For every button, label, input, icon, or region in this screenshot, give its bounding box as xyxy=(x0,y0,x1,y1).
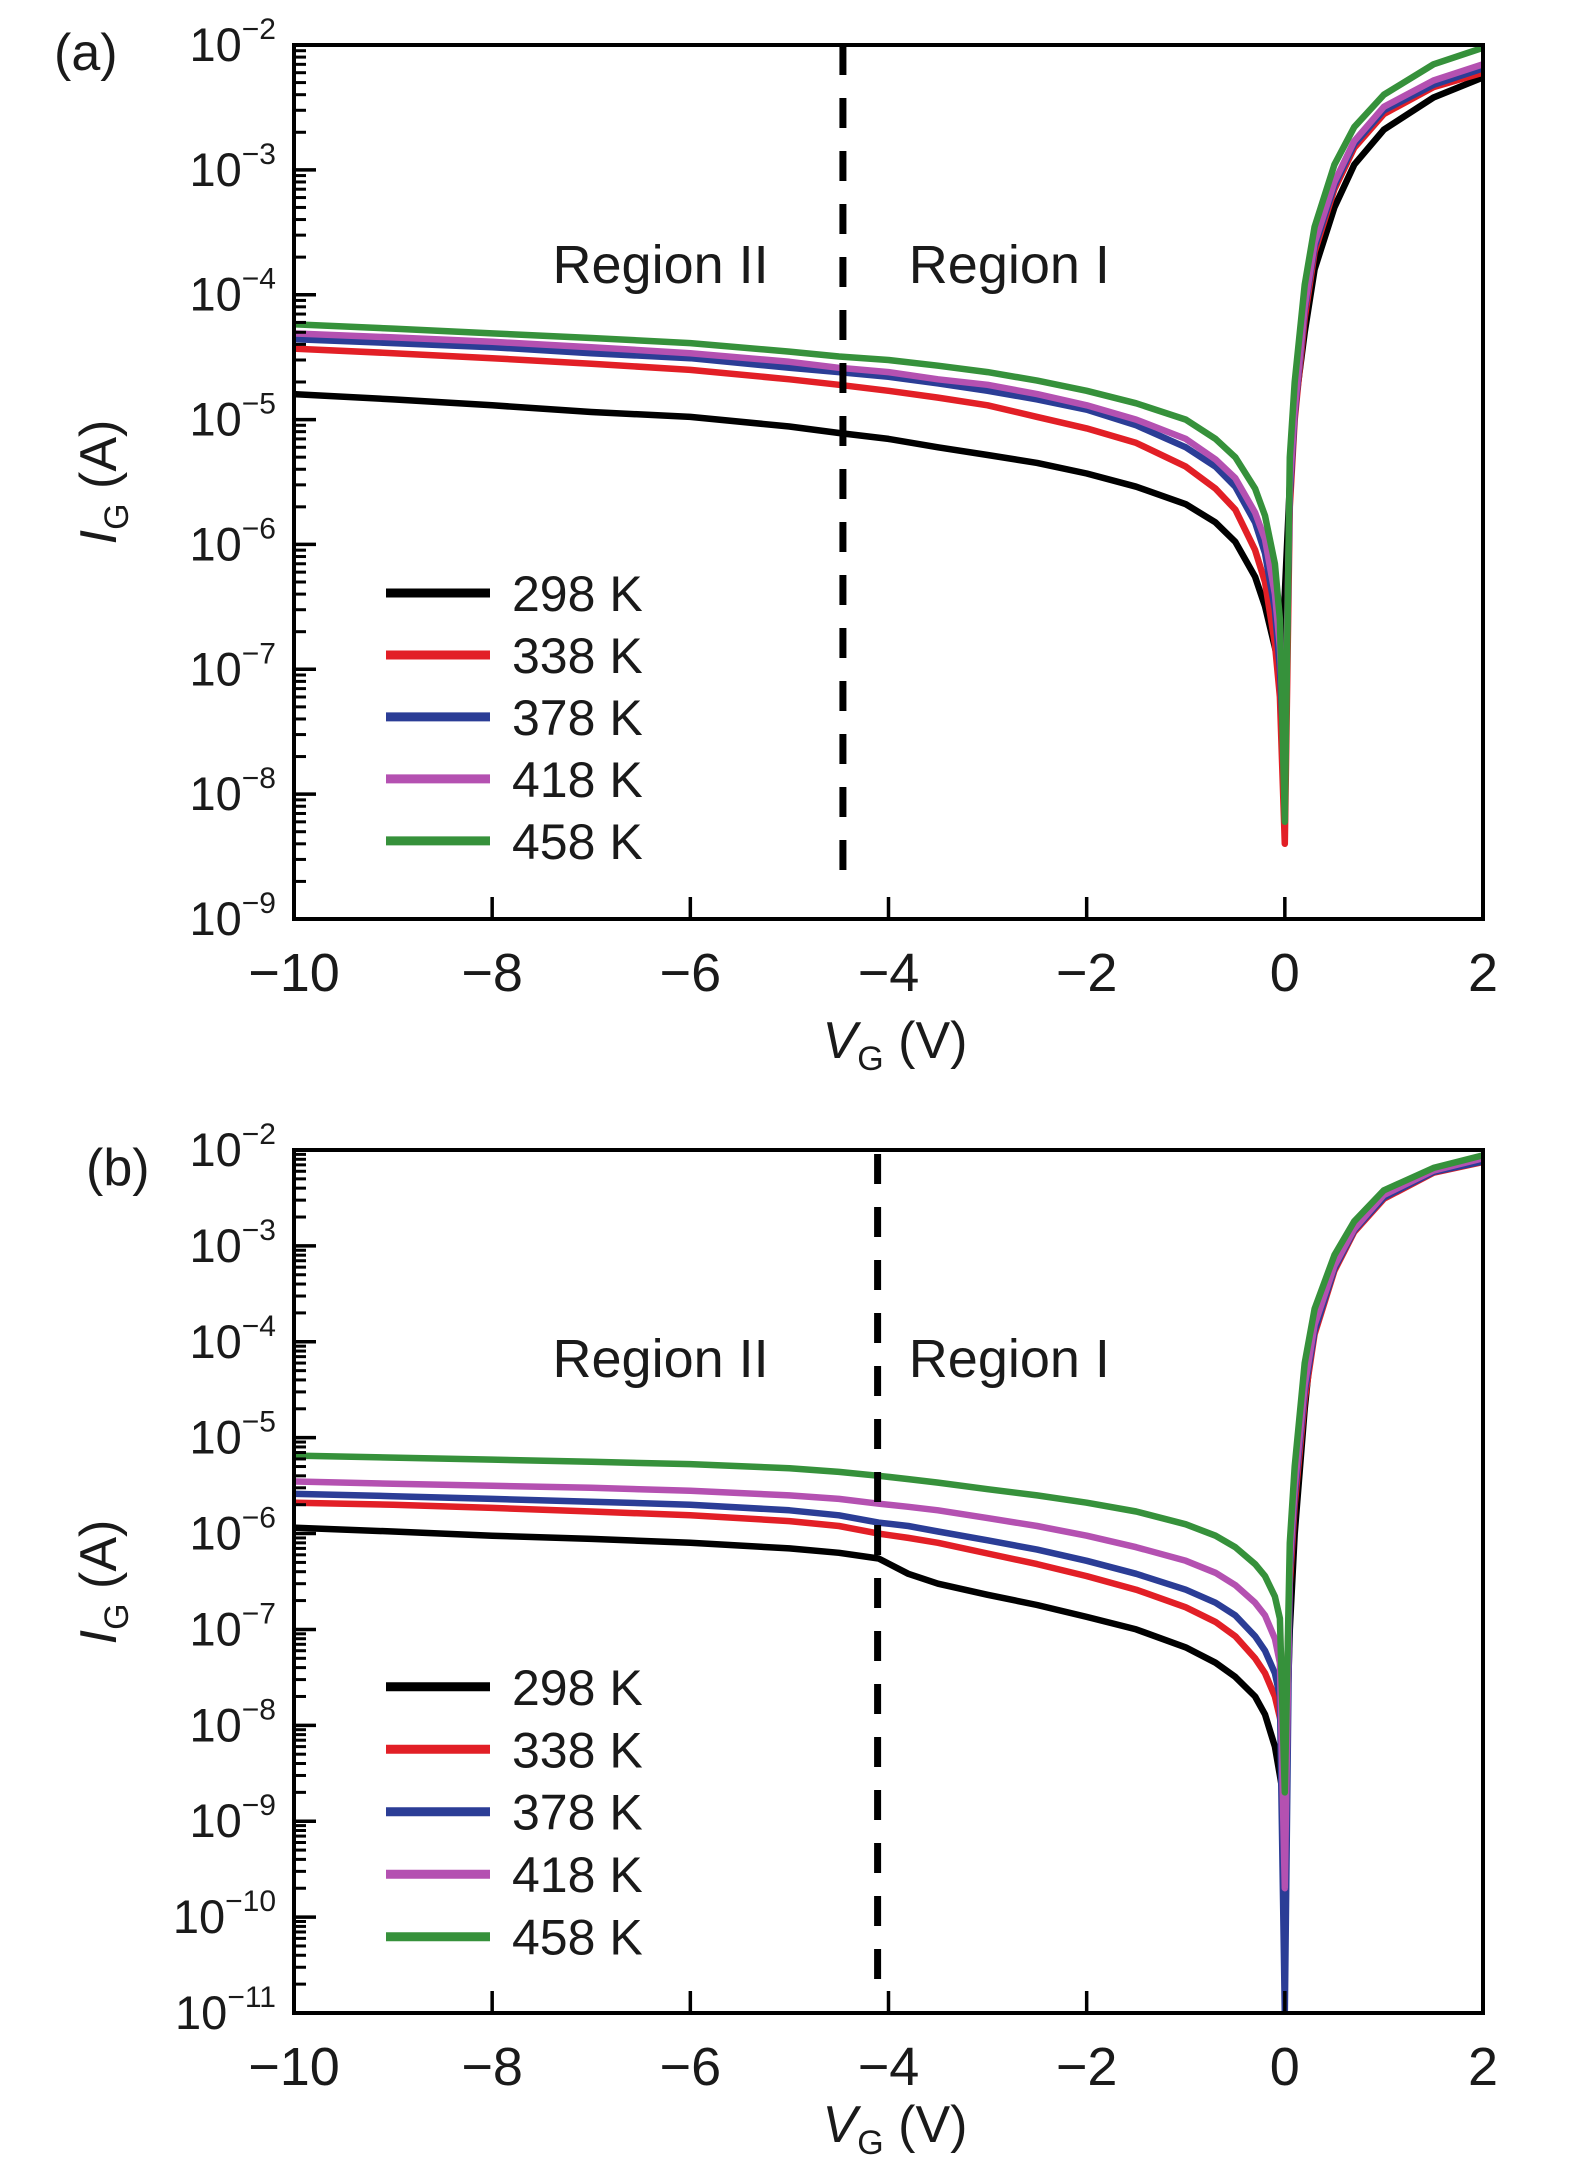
legend-item: 458 K xyxy=(386,1910,643,1966)
panel-tag: (a) xyxy=(54,24,118,82)
curves xyxy=(296,47,1481,848)
curve-298K xyxy=(296,74,1481,673)
x-tick-label: −2 xyxy=(1056,943,1118,1003)
x-tick-label: −10 xyxy=(248,2037,340,2097)
plot-frame xyxy=(292,43,1485,921)
x-tick-label: −4 xyxy=(858,2037,920,2097)
legend-label: 418 K xyxy=(512,1847,643,1903)
x-tick-label: −2 xyxy=(1056,2037,1118,2097)
panel-b: −10 −8 −6 −4 −2 0 2 10−2 10−3 10−4 10−5 10−6 10−7 10−… xyxy=(70,1118,1498,2158)
legend: 298 K 338 K 378 K 418 K 458 K xyxy=(386,566,643,870)
legend-item: 418 K xyxy=(386,752,643,808)
legend-item: 298 K xyxy=(386,1660,643,1716)
y-tick-label: 10−8 xyxy=(190,1693,277,1751)
legend-item: 458 K xyxy=(386,814,643,870)
legend-label: 298 K xyxy=(512,1660,643,1716)
legend-item: 338 K xyxy=(386,1722,643,1778)
region-ii-label: Region II xyxy=(553,235,769,295)
y-tick-label: 10−6 xyxy=(190,512,277,570)
x-tick-label: 0 xyxy=(1270,2037,1300,2097)
legend: 298 K 338 K 378 K 418 K 458 K xyxy=(386,1660,643,1966)
y-tick-label: 10−6 xyxy=(190,1502,277,1560)
legend-label: 338 K xyxy=(512,628,643,684)
y-tick-label: 10−2 xyxy=(190,13,277,71)
y-tick-label: 10−3 xyxy=(190,1214,277,1272)
y-tick-label: 10−9 xyxy=(190,1789,277,1847)
y-tick-label: 10−4 xyxy=(190,263,277,321)
x-tick-label: −8 xyxy=(461,2037,523,2097)
x-tick-label: 0 xyxy=(1270,943,1300,1003)
legend-label: 458 K xyxy=(512,814,643,870)
x-tick-label: −8 xyxy=(461,943,523,1003)
panel-tag: (b) xyxy=(86,1139,150,1197)
y-tick-label: 10−5 xyxy=(190,1406,277,1464)
y-axis-label: IG (A) xyxy=(70,1520,136,1645)
legend-label: 378 K xyxy=(512,690,643,746)
y-tick-label: 10−4 xyxy=(190,1310,277,1368)
x-tick-label: −10 xyxy=(248,943,340,1003)
x-tick-label: 2 xyxy=(1468,943,1498,1003)
x-tick-label: −6 xyxy=(660,2037,722,2097)
y-tick-label: 10−10 xyxy=(173,1885,276,1943)
legend-item: 378 K xyxy=(386,690,643,746)
panel-a: −10 −8 −6 −4 −2 0 2 10−2 10−3 10−4 10−5 10−6 10−7 10−… xyxy=(54,13,1498,1078)
y-tick-label: 10−2 xyxy=(190,1118,277,1176)
y-tick-label: 10−3 xyxy=(190,138,277,196)
legend-item: 298 K xyxy=(386,566,643,622)
legend-label: 458 K xyxy=(512,1910,643,1966)
region-i-label: Region I xyxy=(909,235,1110,295)
legend-label: 338 K xyxy=(512,1722,643,1778)
region-i-label: Region I xyxy=(909,1329,1110,1389)
x-tick-label: 2 xyxy=(1468,2037,1498,2097)
region-ii-label: Region II xyxy=(553,1329,769,1389)
legend-item: 338 K xyxy=(386,628,643,684)
curves xyxy=(296,1152,1481,2011)
y-tick-label: 10−8 xyxy=(190,762,277,820)
x-axis-label: VG (V) xyxy=(823,2096,968,2158)
curve-418K xyxy=(296,61,1481,760)
curve-338K xyxy=(296,69,1481,848)
legend-label: 378 K xyxy=(512,1785,643,1841)
y-tick-label: 10−7 xyxy=(190,637,277,695)
x-axis-label: VG (V) xyxy=(823,1012,968,1078)
legend-item: 418 K xyxy=(386,1847,643,1903)
curve-458K xyxy=(296,1152,1481,1796)
legend-item: 378 K xyxy=(386,1785,643,1841)
curve-338K xyxy=(296,1159,1481,1750)
legend-label: 298 K xyxy=(512,566,643,622)
y-tick-label: 10−9 xyxy=(190,887,277,945)
x-tick-label: −4 xyxy=(858,943,920,1003)
curve-378K xyxy=(296,65,1481,776)
y-tick-label: 10−7 xyxy=(190,1597,277,1655)
curve-378K xyxy=(296,1158,1481,2011)
y-axis-label: IG (A) xyxy=(70,420,136,545)
plot-frame xyxy=(292,1148,1485,2015)
curve-458K xyxy=(296,47,1481,826)
x-tick-label: −6 xyxy=(660,943,722,1003)
legend-label: 418 K xyxy=(512,752,643,808)
y-tick-label: 10−11 xyxy=(175,1981,276,2039)
y-tick-label: 10−5 xyxy=(190,388,277,446)
